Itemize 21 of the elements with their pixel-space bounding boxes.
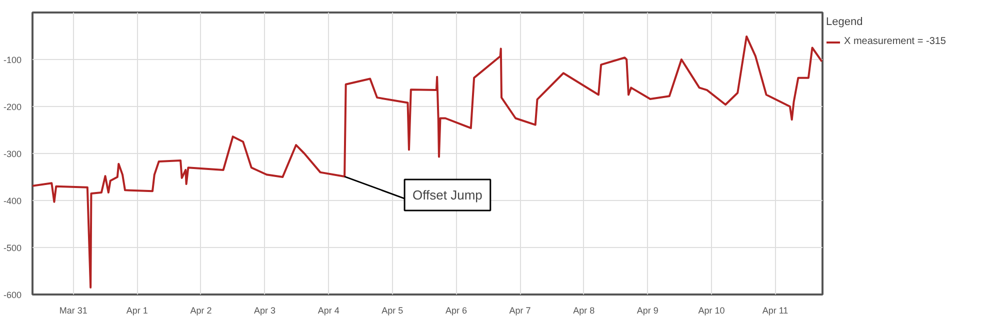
- x-tick-label: Apr 9: [636, 306, 658, 316]
- y-tick-label: -600: [3, 290, 22, 300]
- x-tick-label: Apr 5: [382, 306, 404, 316]
- legend-title: Legend: [826, 16, 864, 28]
- y-tick-label: -400: [3, 196, 22, 206]
- x-tick-label: Apr 7: [509, 306, 531, 316]
- x-tick-label: Apr 3: [254, 306, 276, 316]
- x-tick-label: Apr 11: [762, 306, 788, 316]
- x-tick-label: Apr 4: [318, 306, 340, 316]
- y-tick-label: -500: [3, 243, 22, 253]
- x-tick-label: Apr 2: [190, 306, 212, 316]
- x-tick-label: Apr 6: [445, 306, 467, 316]
- legend-label: X measurement = -315: [844, 36, 946, 47]
- x-tick-label: Apr 1: [126, 306, 148, 316]
- y-tick-label: -100: [3, 55, 22, 65]
- x-tick-label: Apr 10: [698, 306, 725, 316]
- x-tick-label: Apr 8: [573, 306, 595, 316]
- y-tick-label: -200: [3, 102, 22, 112]
- y-tick-label: -300: [3, 149, 22, 159]
- x-tick-label: Mar 31: [59, 306, 88, 316]
- annotation: Offset Jump: [412, 188, 482, 203]
